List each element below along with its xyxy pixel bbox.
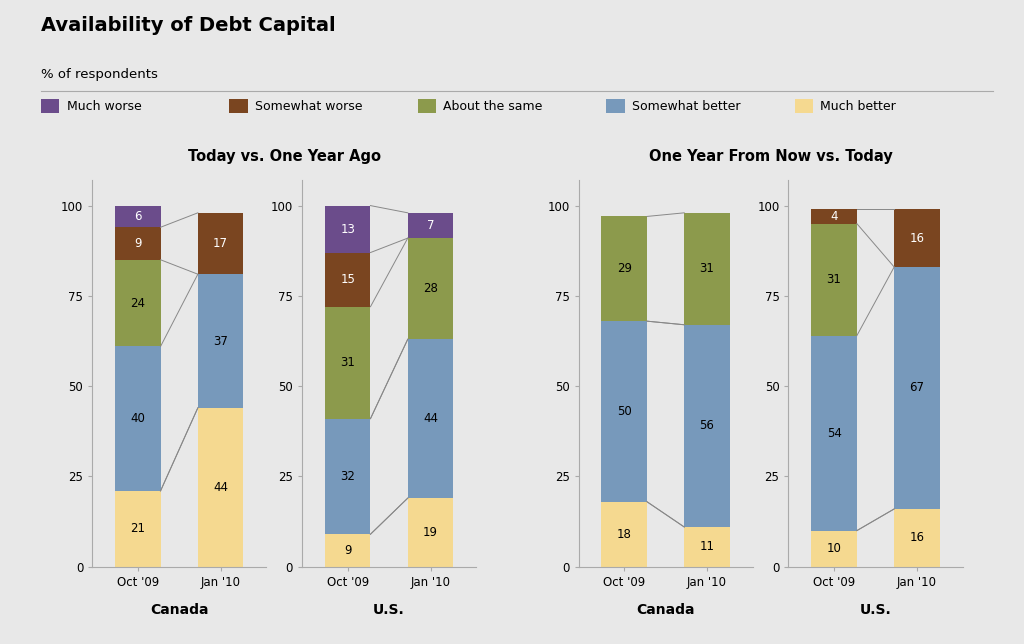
Bar	[198, 408, 244, 567]
Text: One Year From Now vs. Today: One Year From Now vs. Today	[648, 149, 893, 164]
Bar	[115, 260, 161, 346]
Bar	[198, 274, 244, 408]
Text: Somewhat worse: Somewhat worse	[255, 100, 362, 113]
Text: 6: 6	[134, 210, 141, 223]
Bar	[325, 205, 371, 252]
Text: 15: 15	[340, 273, 355, 286]
Bar	[894, 509, 940, 567]
Text: 29: 29	[616, 262, 632, 275]
Text: 44: 44	[213, 481, 228, 494]
Bar	[325, 419, 371, 535]
Bar	[115, 227, 161, 260]
Text: 18: 18	[616, 527, 632, 541]
Bar	[684, 213, 730, 325]
Bar	[601, 216, 647, 321]
Bar	[684, 325, 730, 527]
Bar	[198, 213, 244, 274]
Text: Somewhat better: Somewhat better	[632, 100, 740, 113]
Bar	[684, 527, 730, 567]
Text: 31: 31	[699, 262, 715, 275]
Bar	[894, 209, 940, 267]
Bar	[408, 213, 454, 238]
Text: % of respondents: % of respondents	[41, 68, 158, 80]
Bar	[408, 238, 454, 339]
X-axis label: U.S.: U.S.	[373, 603, 406, 617]
Text: Much better: Much better	[820, 100, 896, 113]
Text: 10: 10	[826, 542, 842, 555]
Text: 67: 67	[909, 381, 925, 395]
Bar	[325, 535, 371, 567]
X-axis label: Canada: Canada	[636, 603, 695, 617]
Text: 19: 19	[423, 526, 438, 539]
Text: 50: 50	[616, 405, 632, 418]
Bar	[811, 336, 857, 531]
Text: 17: 17	[213, 237, 228, 250]
Bar	[811, 209, 857, 223]
Text: 16: 16	[909, 531, 925, 544]
Text: Today vs. One Year Ago: Today vs. One Year Ago	[187, 149, 381, 164]
Text: 7: 7	[427, 219, 434, 232]
Text: 31: 31	[826, 273, 842, 286]
Bar	[115, 205, 161, 227]
Bar	[601, 502, 647, 567]
Bar	[894, 267, 940, 509]
Bar	[811, 531, 857, 567]
Text: 13: 13	[340, 223, 355, 236]
Text: 16: 16	[909, 232, 925, 245]
Bar	[115, 491, 161, 567]
Text: 11: 11	[699, 540, 715, 553]
Text: 4: 4	[830, 210, 838, 223]
Text: 21: 21	[130, 522, 145, 535]
Bar	[408, 339, 454, 498]
Text: Much worse: Much worse	[67, 100, 141, 113]
Bar	[811, 223, 857, 336]
X-axis label: U.S.: U.S.	[859, 603, 892, 617]
Text: 9: 9	[134, 237, 141, 250]
Bar	[408, 498, 454, 567]
Text: Availability of Debt Capital: Availability of Debt Capital	[41, 16, 336, 35]
Text: 37: 37	[213, 334, 228, 348]
X-axis label: Canada: Canada	[150, 603, 209, 617]
Text: 31: 31	[340, 356, 355, 369]
Bar	[601, 321, 647, 502]
Text: 40: 40	[130, 412, 145, 425]
Text: 54: 54	[826, 426, 842, 440]
Text: 32: 32	[340, 470, 355, 483]
Bar	[115, 346, 161, 491]
Text: 44: 44	[423, 412, 438, 425]
Text: 24: 24	[130, 297, 145, 310]
Text: 28: 28	[423, 282, 438, 295]
Bar	[325, 307, 371, 419]
Bar	[325, 252, 371, 307]
Text: 9: 9	[344, 544, 351, 557]
Text: 56: 56	[699, 419, 715, 432]
Text: About the same: About the same	[443, 100, 543, 113]
